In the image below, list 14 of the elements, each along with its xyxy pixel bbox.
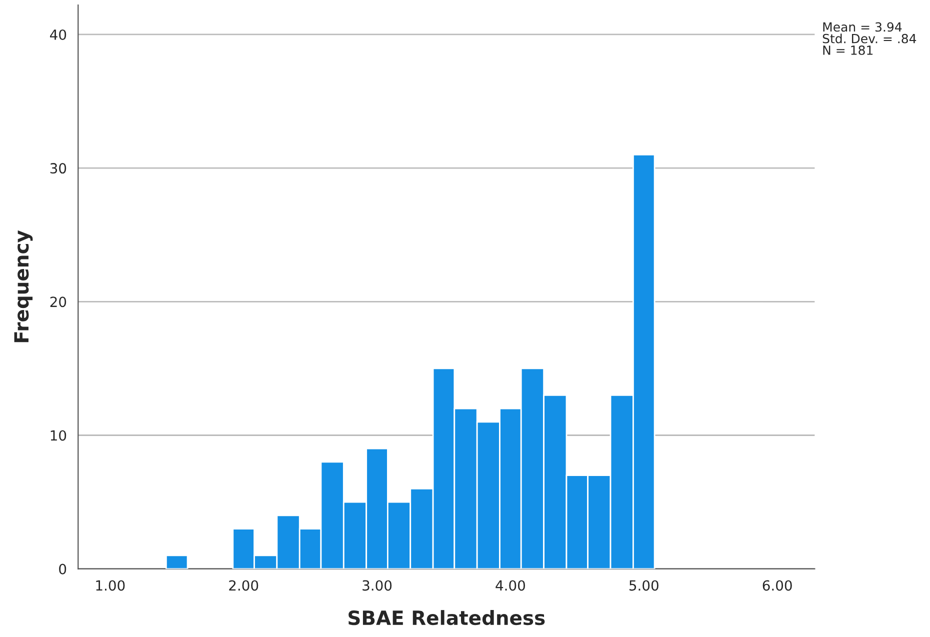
x-tick-label: 5.00 bbox=[629, 580, 658, 591]
x-tick-label: 2.00 bbox=[229, 580, 258, 591]
text: Mean = 3.94 Std. Dev. = .84 N = 181 bbox=[822, 22, 916, 55]
x-axis-title: SBAE Relatedness bbox=[348, 610, 545, 626]
y-tick-label: 10 bbox=[50, 430, 66, 441]
y-axis-title: Frequency bbox=[14, 230, 33, 342]
y-tick-label: 30 bbox=[50, 163, 66, 174]
y-tick-label: 40 bbox=[50, 29, 66, 40]
y-tick-label: 20 bbox=[50, 296, 66, 308]
y-tick-label: 0 bbox=[59, 564, 66, 574]
x-tick-label: 6.00 bbox=[762, 580, 792, 591]
x-tick-label: 3.00 bbox=[362, 580, 392, 591]
x-tick-label: 1.00 bbox=[96, 580, 125, 591]
x-tick-label: 4.00 bbox=[496, 580, 525, 591]
